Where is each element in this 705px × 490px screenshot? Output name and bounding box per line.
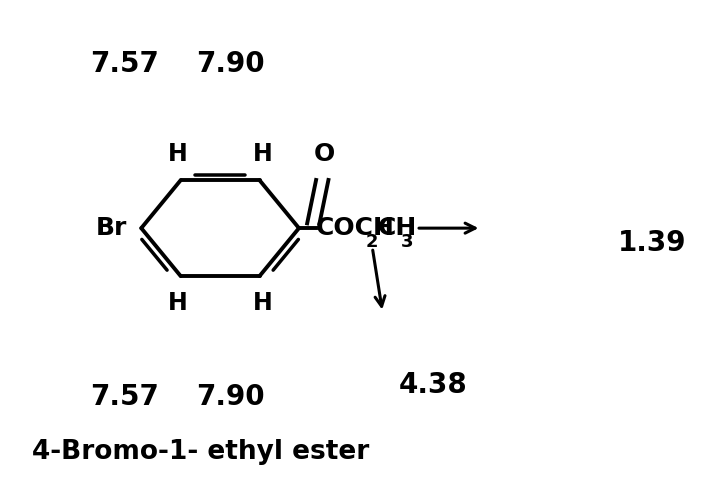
Text: O: O	[314, 142, 335, 166]
Text: 7.90: 7.90	[196, 50, 265, 78]
Text: H: H	[167, 291, 187, 315]
Text: H: H	[253, 291, 273, 315]
Text: 4-Bromo-1- ethyl ester: 4-Bromo-1- ethyl ester	[32, 439, 369, 465]
Text: 1.39: 1.39	[618, 229, 686, 257]
Text: COCH: COCH	[316, 216, 395, 240]
Text: 7.57: 7.57	[90, 383, 159, 411]
Text: 4.38: 4.38	[398, 370, 467, 399]
Text: Br: Br	[96, 216, 128, 240]
Text: CH: CH	[378, 216, 417, 240]
Text: H: H	[253, 142, 273, 166]
Text: 3: 3	[401, 233, 414, 250]
Text: 7.90: 7.90	[196, 383, 265, 411]
Text: 7.57: 7.57	[90, 50, 159, 78]
Text: 2: 2	[365, 233, 378, 250]
Text: H: H	[167, 142, 187, 166]
